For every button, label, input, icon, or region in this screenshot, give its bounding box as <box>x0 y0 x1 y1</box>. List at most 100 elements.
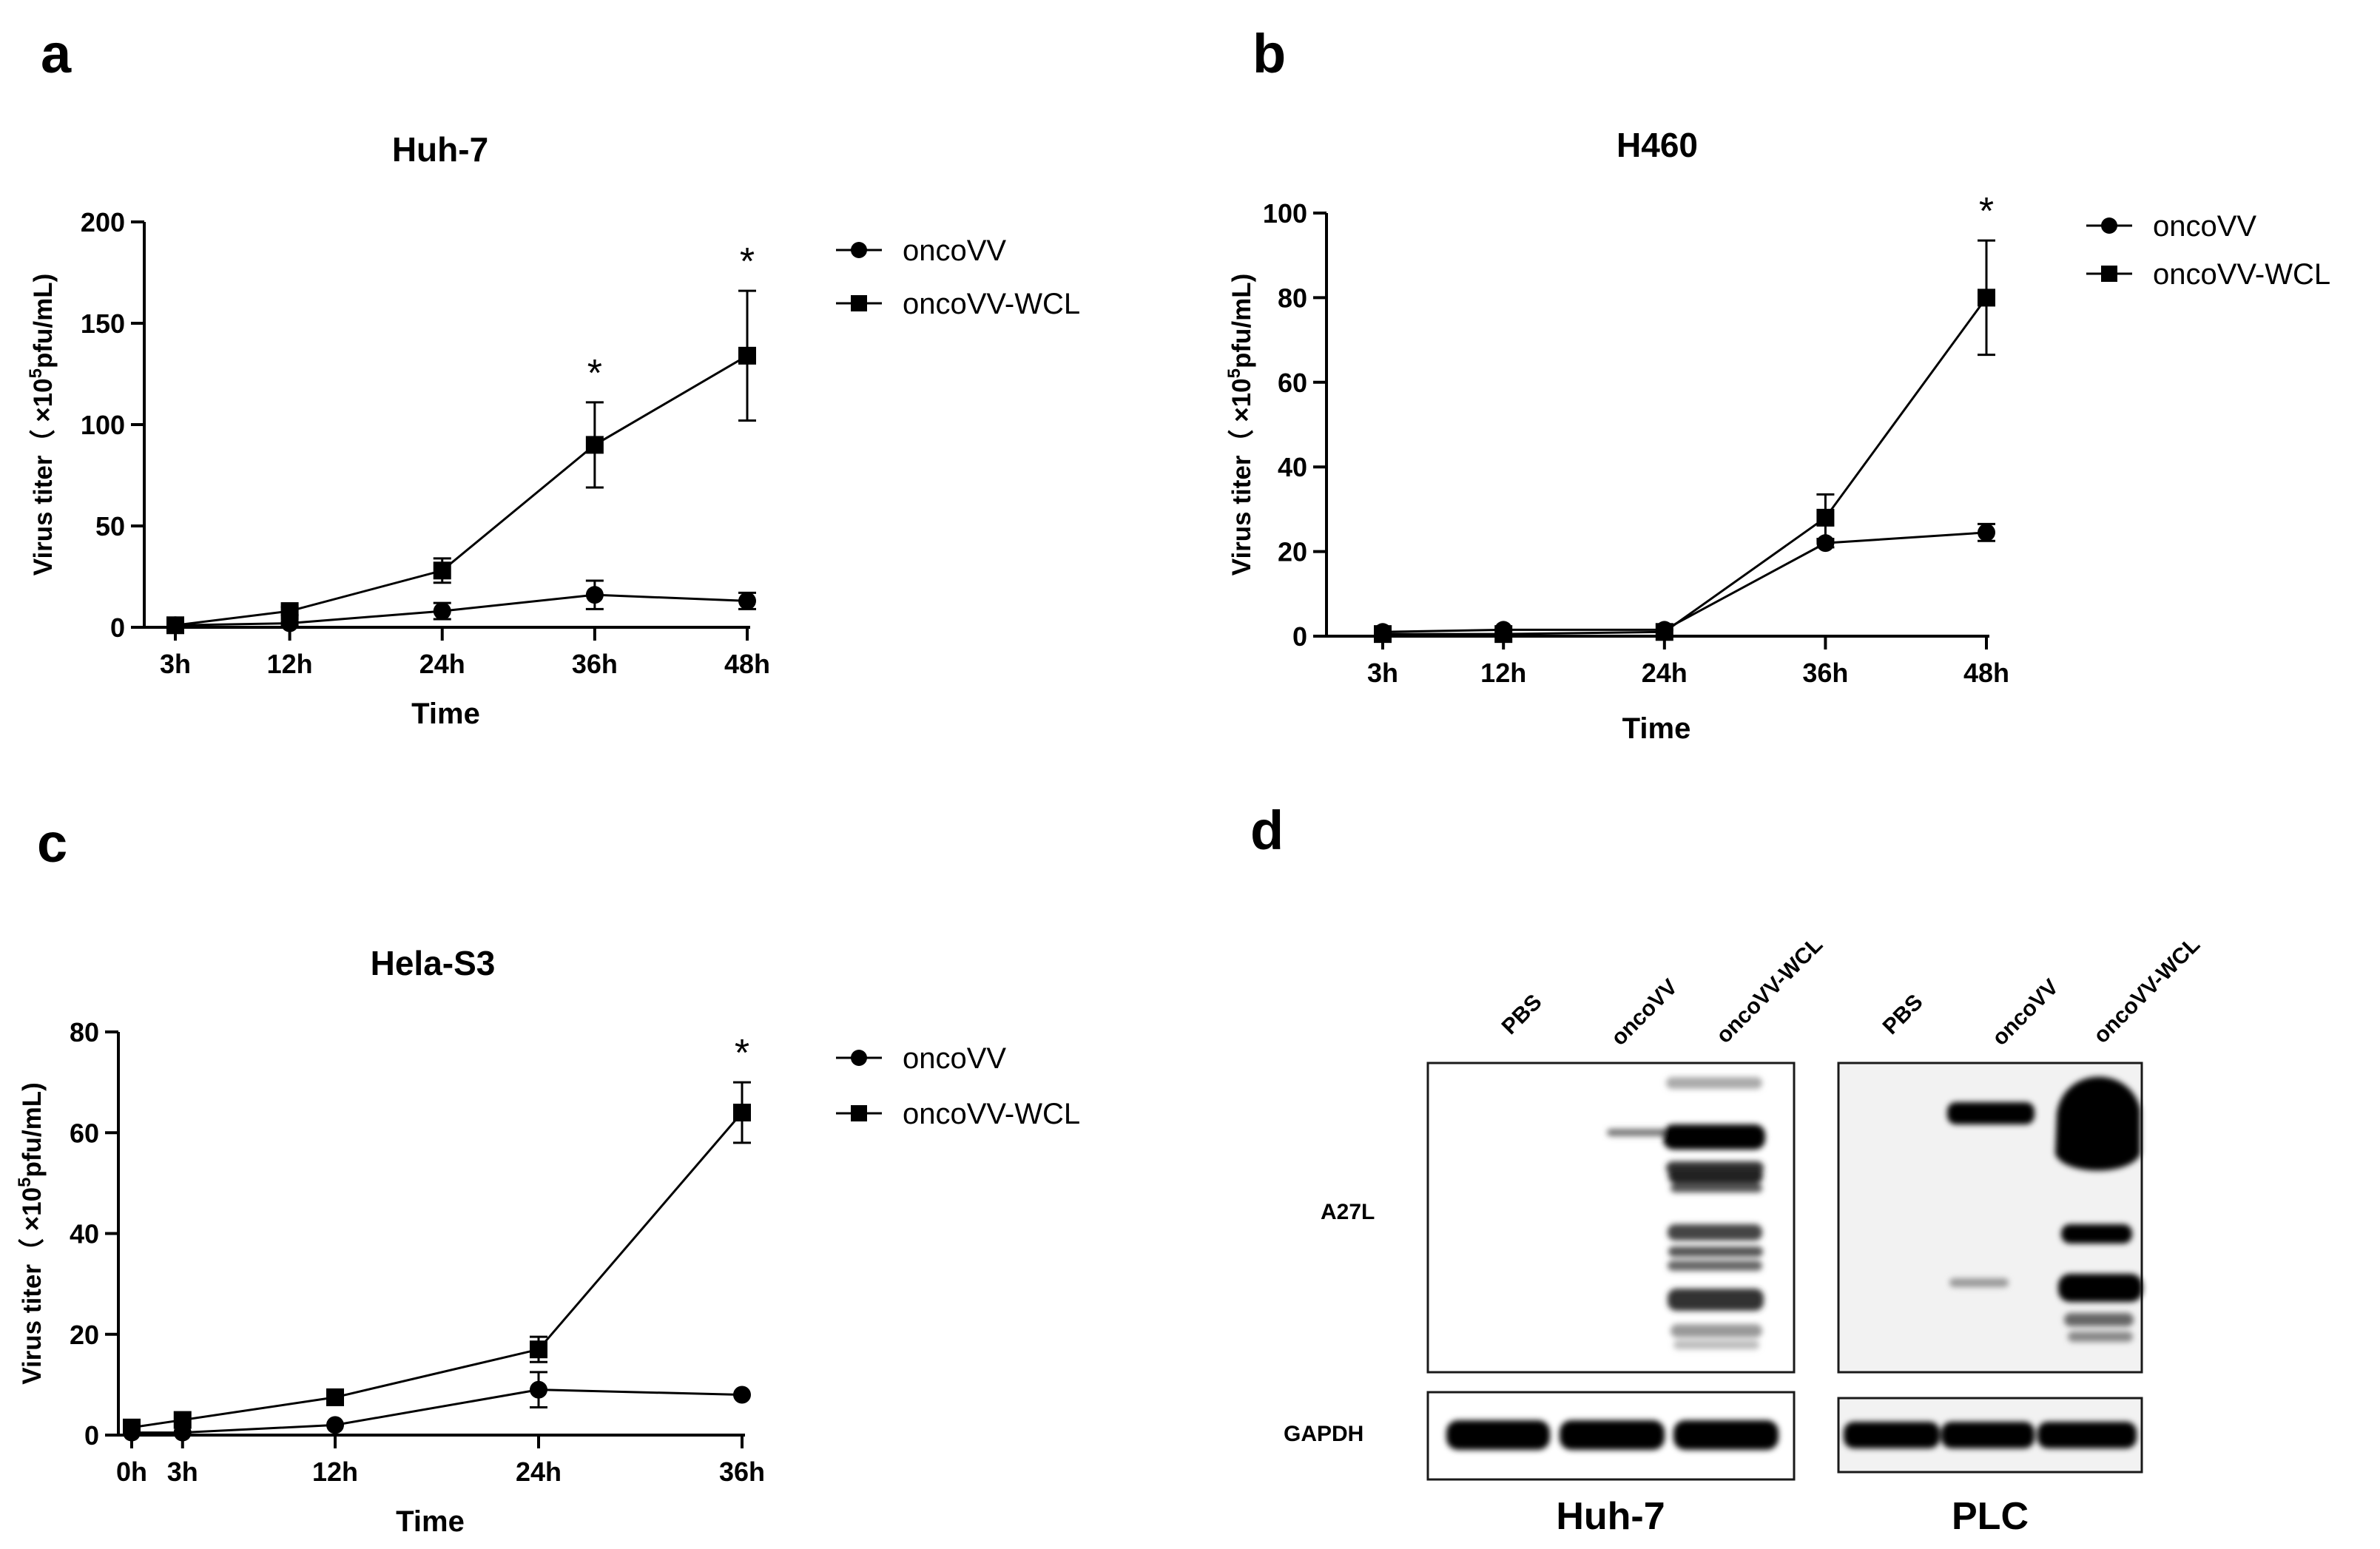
legend-item-oncovv-wcl: oncoVV-WCL <box>836 1098 1080 1130</box>
legend-label: oncoVV <box>903 234 1006 267</box>
legend-marker <box>851 242 867 258</box>
lane-label-pbs-huh7: PBS <box>1497 990 1547 1039</box>
data-point-oncovv-wcl <box>733 1104 751 1121</box>
data-point-oncovv-wcl <box>1494 625 1513 644</box>
x-tick-label: 48h <box>1963 658 2009 688</box>
data-point-oncovv <box>585 586 604 604</box>
legend-marker <box>851 295 867 311</box>
cell-line-label-plc: PLC <box>1952 1495 2029 1538</box>
significance-marker: * <box>1979 190 1994 233</box>
data-point-oncovv <box>433 602 451 621</box>
x-tick-label: 3h <box>160 649 191 679</box>
x-tick-label: 48h <box>724 649 770 679</box>
data-point-oncovv-wcl <box>585 436 604 454</box>
panel-label-b: b <box>1253 23 1286 84</box>
x-tick-label: 3h <box>167 1457 198 1487</box>
data-point-oncovv-wcl <box>123 1418 141 1437</box>
chart-h460: H460 0 20 40 60 80 100 3h 12h 24h 36h 48h Time Virus … <box>1224 126 2330 745</box>
y-tick-label: 0 <box>1292 621 1307 652</box>
series-oncovv-wcl <box>123 1081 751 1437</box>
chart-hela-s3: Hela-S3 0 20 40 60 80 0h 3h 12h 24h 36h Time Virus t… <box>15 944 1080 1538</box>
data-point-oncovv-wcl <box>433 561 451 580</box>
panel-label-a: a <box>41 23 72 84</box>
x-tick-label: 36h <box>719 1457 765 1487</box>
legend-item-oncovv-wcl: oncoVV-WCL <box>2086 258 2330 291</box>
x-axis-label: Time <box>411 698 480 730</box>
y-tick-label: 50 <box>95 511 125 541</box>
x-tick-label: 12h <box>267 649 313 679</box>
bands-huh7-gapdh <box>1446 1420 1779 1450</box>
y-tick-label: 60 <box>1278 368 1307 398</box>
legend-label: oncoVV <box>903 1042 1006 1075</box>
x-tick-label: 24h <box>1642 658 1688 688</box>
bands-plc-gapdh <box>1844 1422 2137 1448</box>
x-tick-label: 0h <box>116 1457 147 1487</box>
y-tick-label: 150 <box>81 308 125 339</box>
series-line-oncovv-wcl <box>1383 297 1988 635</box>
cell-line-label-huh7: Huh-7 <box>1556 1495 1665 1538</box>
significance-marker: * <box>740 240 755 283</box>
data-point-oncovv-wcl <box>280 602 299 621</box>
x-tick-label: 24h <box>419 649 465 679</box>
chart-title-hela-s3: Hela-S3 <box>371 944 496 982</box>
chart-title-h460: H460 <box>1617 126 1698 164</box>
y-tick-label: 200 <box>81 207 125 237</box>
bands-huh7-a27l <box>1607 1077 1765 1349</box>
series-oncovv <box>1374 522 1995 641</box>
panel-label-c: c <box>37 812 67 874</box>
legend-label: oncoVV-WCL <box>903 1098 1080 1130</box>
y-axis-label: Virus titer（ ×105pfu/mL) <box>26 274 58 576</box>
data-point-oncovv <box>1978 523 1995 541</box>
bands-plc-a27l <box>1947 1076 2143 1342</box>
y-tick-label: 100 <box>81 410 125 440</box>
series-oncovv <box>123 1371 751 1442</box>
lane-label-oncovv-huh7: oncoVV <box>1607 975 1682 1050</box>
data-point-oncovv <box>733 1386 751 1404</box>
data-point-oncovv-wcl <box>1374 625 1392 644</box>
y-tick-label: 80 <box>1278 283 1307 313</box>
significance-marker: * <box>735 1032 749 1075</box>
x-axis-label: Time <box>396 1505 465 1538</box>
y-tick-label: 60 <box>70 1118 99 1148</box>
x-tick-label: 12h <box>1480 658 1526 688</box>
x-tick-label: 36h <box>572 649 618 679</box>
data-point-oncovv-wcl <box>1816 508 1835 527</box>
legend-item-oncovv-wcl: oncoVV-WCL <box>836 288 1080 320</box>
x-tick-label: 3h <box>1367 658 1398 688</box>
legend-label: oncoVV-WCL <box>903 288 1080 320</box>
legend-item-oncovv: oncoVV <box>836 234 1006 267</box>
data-point-oncovv <box>326 1416 344 1434</box>
y-tick-label: 20 <box>70 1320 99 1350</box>
membrane-huh7-a27l <box>1426 1062 1796 1374</box>
lane-label-oncovv-wcl-huh7: oncoVV-WCL <box>1712 932 1828 1048</box>
data-point-oncovv <box>738 592 756 610</box>
y-tick-label: 100 <box>1263 198 1307 229</box>
series-line-oncovv <box>132 1388 743 1434</box>
series-line-oncovv <box>175 593 748 627</box>
legend-item-oncovv: oncoVV <box>836 1042 1006 1075</box>
data-point-oncovv-wcl <box>326 1388 344 1406</box>
series-line-oncovv-wcl <box>131 1112 744 1429</box>
y-tick-label: 20 <box>1278 537 1307 567</box>
chart-huh7: Huh-7 0 50 100 150 200 3h 12h 24h 36h 48h Time Virus… <box>26 130 1080 730</box>
chart-title-huh-7: Huh-7 <box>392 130 488 169</box>
data-point-oncovv-wcl <box>173 1411 192 1429</box>
row-label-gapdh: GAPDH <box>1284 1422 1363 1446</box>
y-tick-label: 0 <box>110 612 125 643</box>
lane-label-pbs-plc: PBS <box>1878 990 1928 1039</box>
lane-label-oncovv-wcl-plc: oncoVV-WCL <box>2089 932 2205 1048</box>
x-axis-label: Time <box>1622 712 1691 745</box>
data-point-oncovv-wcl <box>166 616 184 635</box>
row-label-a27l: A27L <box>1321 1200 1375 1224</box>
data-point-oncovv <box>1816 534 1835 553</box>
lane-label-oncovv-plc: oncoVV <box>1988 975 2063 1050</box>
legend-item-oncovv: oncoVV <box>2086 210 2256 243</box>
data-point-oncovv-wcl <box>1655 623 1673 641</box>
data-point-oncovv-wcl <box>530 1340 547 1359</box>
x-tick-label: 36h <box>1802 658 1848 688</box>
legend-label: oncoVV-WCL <box>2153 258 2330 291</box>
y-tick-label: 40 <box>1278 452 1307 482</box>
data-point-oncovv-wcl <box>1978 288 1995 307</box>
legend-marker <box>2101 266 2117 282</box>
